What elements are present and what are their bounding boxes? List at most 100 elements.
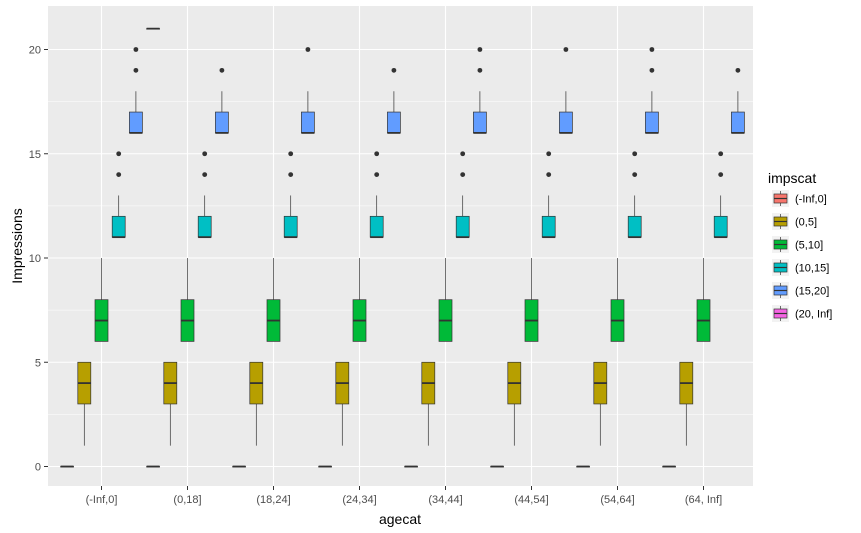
legend-label: (-Inf,0]: [795, 194, 827, 206]
legend-item: (0,5]: [772, 213, 817, 230]
y-tick-label: 5: [35, 357, 41, 369]
box: [679, 361, 694, 446]
box: [541, 151, 556, 239]
box-rect: [627, 215, 642, 238]
box: [507, 361, 522, 446]
box: [352, 258, 367, 342]
box-rect: [645, 111, 659, 134]
box: [559, 47, 573, 134]
box: [232, 465, 246, 468]
outlier-point: [632, 151, 638, 157]
y-tick-label: 15: [29, 149, 41, 161]
box: [404, 465, 418, 468]
x-tick-label: (18,24]: [256, 494, 290, 506]
box-rect: [559, 111, 573, 134]
outlier-point: [563, 47, 569, 52]
box: [696, 258, 711, 342]
legend-item: (5,10]: [772, 236, 823, 253]
outlier-point: [391, 67, 397, 73]
box-rect: [129, 111, 143, 134]
box-rect: [369, 215, 384, 238]
outlier-point: [649, 47, 655, 52]
outlier-point: [288, 151, 294, 157]
x-tick-label: (34,44]: [428, 494, 462, 506]
box: [593, 361, 608, 446]
panel-background: [48, 6, 753, 486]
box: [473, 47, 487, 134]
outlier-point: [116, 172, 122, 178]
box: [283, 151, 298, 239]
outlier-point: [288, 172, 294, 178]
legend-label: (5,10]: [795, 240, 823, 252]
outlier-point: [374, 151, 380, 157]
x-axis-ticks: (-Inf,0] (0,18] (18,24] (24,34] (34,44] (44,5…: [86, 486, 722, 506]
y-axis-title: Impressions: [9, 208, 25, 283]
box: [627, 151, 642, 239]
box: [387, 67, 401, 134]
box: [610, 258, 625, 342]
box-rect: [215, 111, 229, 134]
legend-label: (0,5]: [795, 217, 817, 229]
box: [318, 465, 332, 468]
legend-item: (-Inf,0]: [772, 190, 827, 207]
box-rect: [111, 215, 126, 238]
box: [731, 67, 745, 134]
x-tick-label: (0,18]: [173, 494, 201, 506]
outlier-point: [546, 151, 552, 157]
box: [266, 258, 281, 342]
box: [129, 47, 143, 134]
box: [77, 361, 92, 446]
outlier-point: [202, 172, 208, 178]
box: [662, 465, 676, 468]
box: [335, 361, 350, 446]
box: [180, 258, 195, 342]
box: [455, 151, 470, 239]
box: [146, 27, 160, 30]
box-rect: [387, 111, 401, 134]
x-tick-label: (-Inf,0]: [86, 494, 118, 506]
outlier-point: [718, 172, 724, 178]
outlier-point: [460, 172, 466, 178]
legend-title: impscat: [768, 170, 816, 186]
outlier-point: [649, 67, 655, 73]
box-rect: [197, 215, 212, 238]
box: [438, 258, 453, 342]
legend-item: (15,20]: [772, 282, 829, 299]
outlier-point: [305, 47, 311, 52]
box-rect: [301, 111, 315, 134]
outlier-point: [116, 151, 122, 157]
box: [60, 465, 74, 468]
box: [713, 151, 728, 239]
grid-lines: [48, 6, 753, 486]
box-rect: [713, 215, 728, 238]
box-rect: [731, 111, 745, 134]
box-rect: [473, 111, 487, 134]
x-tick-label: (24,34]: [342, 494, 376, 506]
box: [645, 47, 659, 134]
box: [163, 361, 178, 446]
legend-label: (20, Inf]: [795, 309, 832, 321]
box-rect: [541, 215, 556, 238]
boxes-layer: [60, 27, 745, 468]
box-rect: [455, 215, 470, 238]
box: [369, 151, 384, 239]
box: [197, 151, 212, 239]
box: [524, 258, 539, 342]
box: [215, 67, 229, 134]
box: [421, 361, 436, 446]
outlier-point: [133, 67, 139, 73]
y-tick-label: 20: [29, 45, 41, 57]
box: [94, 258, 109, 342]
outlier-point: [202, 151, 208, 157]
box: [576, 465, 590, 468]
x-tick-label: (54,64]: [600, 494, 634, 506]
x-axis-title: agecat: [379, 511, 421, 527]
legend-item: (10,15]: [772, 259, 829, 276]
outlier-point: [219, 67, 225, 73]
legend: impscat (-Inf,0] (0,5] (5,10] (10,15] (15,20…: [768, 170, 832, 322]
outlier-point: [735, 67, 741, 73]
outlier-point: [546, 172, 552, 178]
outlier-point: [632, 172, 638, 178]
box: [111, 151, 126, 239]
